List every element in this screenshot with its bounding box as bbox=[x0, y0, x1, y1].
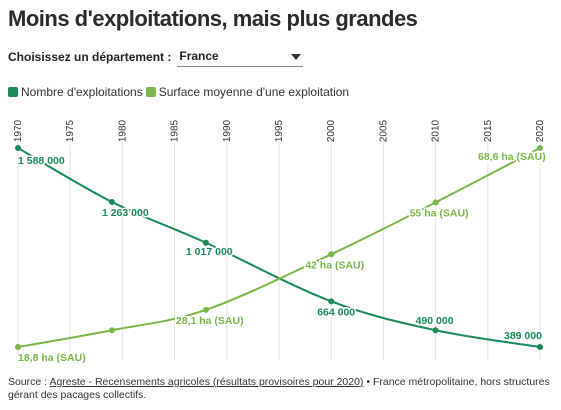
data-point bbox=[109, 199, 115, 205]
legend-swatch-icon bbox=[146, 87, 156, 97]
x-tick-label: 2015 bbox=[483, 119, 494, 142]
legend: Nombre d'exploitations Surface moyenne d… bbox=[8, 85, 352, 99]
x-tick-label: 1975 bbox=[65, 119, 76, 142]
source-note: Source : Agreste - Recensements agricole… bbox=[8, 376, 556, 402]
data-point bbox=[328, 298, 334, 304]
data-label: 18,8 ha (SAU) bbox=[18, 352, 86, 364]
x-tick-label: 1970 bbox=[13, 119, 24, 142]
x-tick-label: 1995 bbox=[274, 119, 285, 142]
x-tick-label: 2000 bbox=[326, 119, 337, 142]
x-tick-label: 2010 bbox=[431, 119, 442, 142]
data-label: 55 ha (SAU) bbox=[410, 207, 469, 219]
x-tick-label: 1985 bbox=[170, 119, 181, 142]
data-point bbox=[328, 251, 334, 257]
source-prefix: Source : bbox=[8, 376, 49, 388]
data-label: 1 017 000 bbox=[186, 246, 233, 258]
legend-item-surface[interactable]: Surface moyenne d'une exploitation bbox=[146, 85, 349, 99]
data-point bbox=[433, 199, 439, 205]
selector-label: Choisissez un département : bbox=[8, 50, 171, 64]
chevron-down-icon[interactable] bbox=[291, 54, 301, 60]
legend-item-exploitations[interactable]: Nombre d'exploitations bbox=[8, 85, 143, 99]
data-label: 1 263 000 bbox=[102, 207, 149, 219]
legend-label: Surface moyenne d'une exploitation bbox=[159, 85, 349, 99]
data-label: 68,6 ha (SAU) bbox=[478, 151, 546, 163]
chart-title: Moins d'exploitations, mais plus grandes bbox=[8, 6, 417, 32]
data-point bbox=[15, 145, 21, 151]
data-point bbox=[203, 307, 209, 313]
legend-swatch-icon bbox=[8, 87, 18, 97]
department-select[interactable]: France bbox=[177, 46, 303, 67]
data-label: 1 588 000 bbox=[18, 155, 65, 167]
selected-department: France bbox=[179, 49, 218, 63]
x-tick-label: 1980 bbox=[117, 119, 128, 142]
source-link[interactable]: Agreste - Recensements agricoles (résult… bbox=[49, 376, 363, 388]
data-label: 490 000 bbox=[416, 315, 454, 327]
data-point bbox=[537, 344, 543, 350]
data-point bbox=[433, 327, 439, 333]
data-label: 664 000 bbox=[317, 306, 355, 318]
line-chart: 1970 1975 1980 1985 1990 1995 2000 2005 2010 2015… bbox=[0, 110, 561, 370]
data-label: 42 ha (SAU) bbox=[305, 259, 364, 271]
department-selector: Choisissez un département : France bbox=[8, 46, 303, 67]
data-point bbox=[109, 327, 115, 333]
data-label: 28,1 ha (SAU) bbox=[176, 315, 244, 327]
data-label: 389 000 bbox=[504, 330, 542, 342]
x-tick-label: 1990 bbox=[222, 119, 233, 142]
x-tick-label: 2020 bbox=[535, 119, 546, 142]
x-tick-label: 2005 bbox=[378, 119, 389, 142]
data-point bbox=[15, 344, 21, 350]
legend-label: Nombre d'exploitations bbox=[21, 85, 143, 99]
